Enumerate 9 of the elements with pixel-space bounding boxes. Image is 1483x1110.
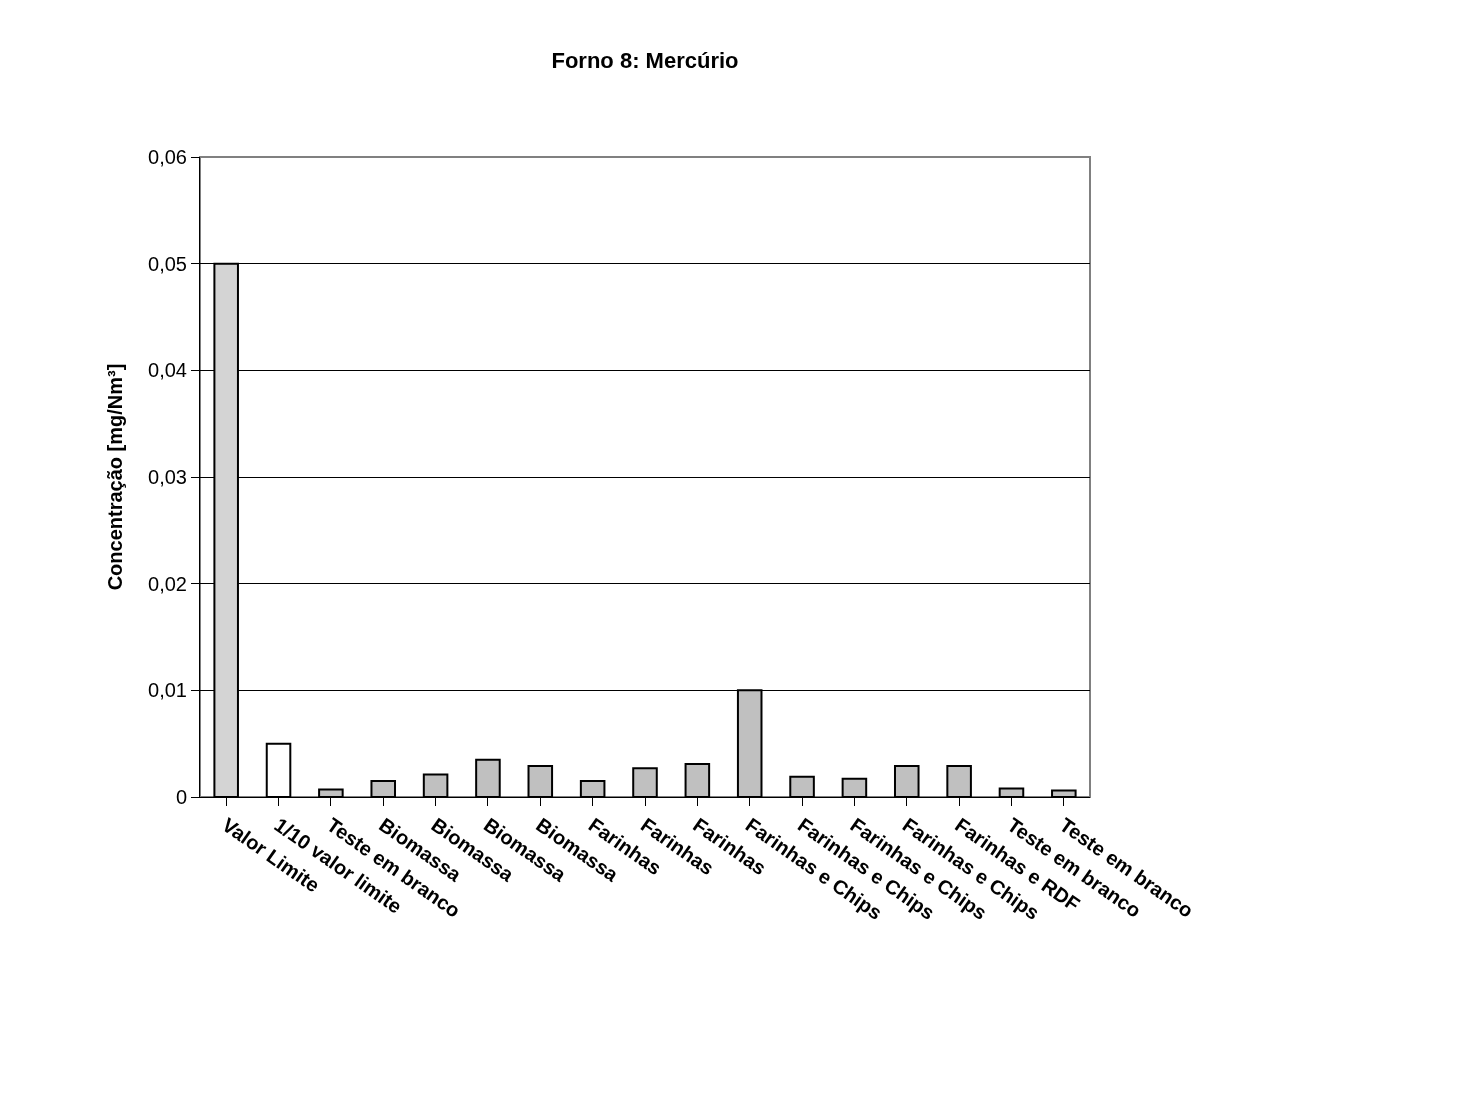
y-tick-label: 0,01 [148, 679, 187, 702]
y-axis-title: Concentração [mg/Nm³] [103, 363, 126, 591]
chart-title: Forno 8: Mercúrio [551, 47, 739, 73]
y-tick-label: 0,02 [148, 572, 187, 595]
y-tick-label: 0,03 [148, 466, 187, 488]
y-tick-label: 0,05 [148, 252, 187, 275]
y-tick-label: 0 [175, 786, 187, 808]
y-tick-label: 0,04 [148, 359, 187, 382]
y-tick-label: 0,06 [148, 146, 187, 168]
